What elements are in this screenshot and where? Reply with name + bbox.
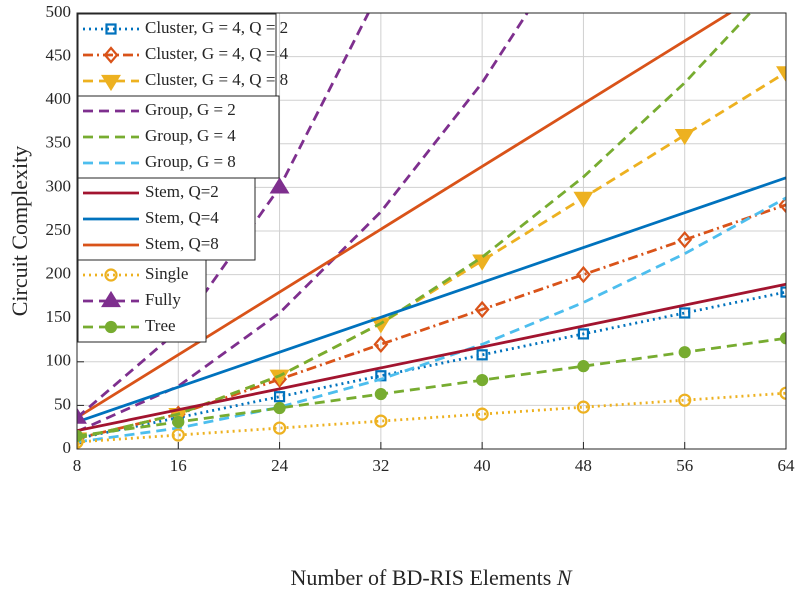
marker <box>573 191 594 208</box>
series-line <box>77 13 733 419</box>
series-line <box>77 336 786 438</box>
legend-label: Fully <box>145 290 181 309</box>
series-line <box>77 196 786 444</box>
marker <box>476 349 488 361</box>
marker <box>172 415 185 429</box>
y-tick-label: 150 <box>46 307 72 326</box>
series-line <box>77 13 752 440</box>
marker <box>678 393 692 407</box>
series-line <box>77 176 786 424</box>
series-line <box>77 13 529 433</box>
marker <box>779 386 786 400</box>
marker <box>77 429 84 443</box>
legend-label: Group, G = 2 <box>145 100 236 119</box>
y-tick-label: 300 <box>46 176 72 195</box>
x-axis-label: Number of BD-RIS Elements N <box>290 565 572 590</box>
marker <box>674 128 695 146</box>
legend-label: Single <box>145 264 188 283</box>
x-axis-label-symbol: N <box>556 565 573 590</box>
marker <box>77 407 87 424</box>
marker <box>474 300 490 319</box>
y-tick-label: 100 <box>46 351 72 370</box>
y-tick-label: 200 <box>46 264 72 283</box>
marker <box>105 23 117 35</box>
legend-label: Group, G = 8 <box>145 152 236 171</box>
marker <box>780 286 786 298</box>
x-tick-label: 40 <box>474 456 491 475</box>
marker <box>373 335 389 354</box>
marker <box>778 196 786 214</box>
marker <box>779 332 786 345</box>
x-tick-label: 16 <box>170 456 187 475</box>
marker <box>104 268 118 282</box>
x-axis-label-text: Number of BD-RIS Elements <box>290 565 551 590</box>
y-tick-label: 0 <box>63 438 72 457</box>
y-tick-label: 50 <box>54 394 71 413</box>
series-line <box>77 71 786 440</box>
marker <box>677 231 693 249</box>
legend-label: Stem, Q=8 <box>145 234 219 253</box>
legend-label: Tree <box>145 316 176 335</box>
series-line <box>77 203 786 440</box>
marker <box>77 435 84 449</box>
marker <box>101 290 121 308</box>
legend-box <box>77 95 280 179</box>
series-line <box>77 391 786 444</box>
legend-label: Stem, Q=2 <box>145 182 219 201</box>
legend: Cluster, G = 4, Q = 2 Cluster, G = 4, Q =… <box>77 13 289 343</box>
marker <box>576 400 591 414</box>
marker <box>575 265 591 284</box>
marker <box>171 428 185 442</box>
y-tick-label: 250 <box>46 220 72 239</box>
x-tick-label: 56 <box>676 456 693 475</box>
marker <box>374 387 387 401</box>
series-line <box>77 290 786 440</box>
marker <box>273 401 286 415</box>
x-tick-label: 48 <box>575 456 592 475</box>
marker <box>776 66 786 83</box>
marker <box>679 307 691 319</box>
marker <box>269 177 290 194</box>
y-tick-label: 500 <box>46 2 72 21</box>
marker <box>272 421 287 435</box>
marker <box>374 414 388 428</box>
marker <box>273 391 286 403</box>
x-tick-label: 8 <box>73 456 82 475</box>
marker <box>577 328 590 340</box>
series-line <box>77 282 786 433</box>
y-axis-label: Circuit Complexity <box>7 146 32 317</box>
marker <box>678 346 691 359</box>
x-tick-label: 24 <box>271 456 289 475</box>
legend-label: Stem, Q=4 <box>145 208 219 227</box>
y-tick-label: 350 <box>46 133 72 152</box>
legend-label: Group, G = 4 <box>145 126 236 145</box>
marker <box>101 74 121 92</box>
legend-label: Cluster, G = 4, Q = 4 <box>145 44 289 63</box>
marker <box>104 320 118 334</box>
legend-label: Cluster, G = 4, Q = 2 <box>145 18 288 37</box>
marker <box>103 46 119 64</box>
x-tick-label: 32 <box>372 456 389 475</box>
marker <box>475 407 489 421</box>
ticks: 8 16 24 32 40 48 56 64 0 50 100 150 200 250 300 350 400 4… <box>46 2 796 475</box>
y-tick-label: 450 <box>46 46 72 65</box>
marker <box>577 360 590 373</box>
y-tick-label: 400 <box>46 89 72 108</box>
marker <box>476 374 489 387</box>
legend-label: Cluster, G = 4, Q = 8 <box>145 70 288 89</box>
x-tick-label: 64 <box>778 456 796 475</box>
